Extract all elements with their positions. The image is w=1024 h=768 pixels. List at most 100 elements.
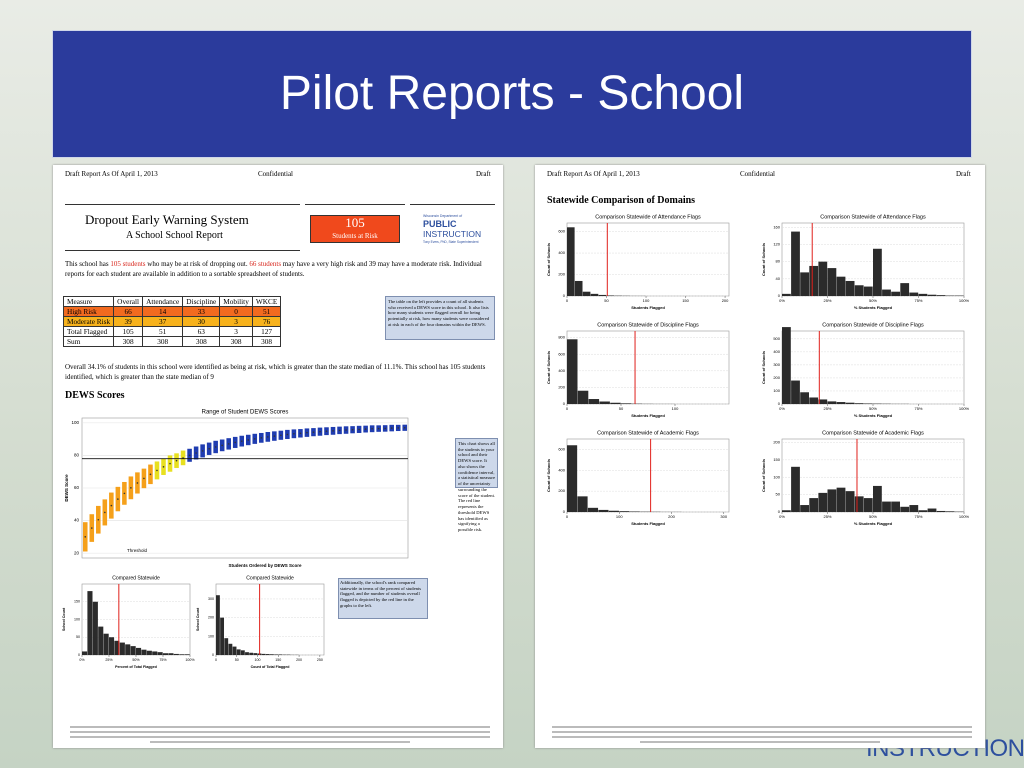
- intro-text: may have a very high risk and 39 may hav…: [65, 260, 482, 278]
- x-tick-label: 0: [566, 514, 569, 519]
- bar: [782, 510, 791, 512]
- y-tick-label: 600: [558, 229, 565, 234]
- y-tick-label: 600: [558, 446, 565, 451]
- score-point: [175, 459, 178, 462]
- x-tick-label: 0: [566, 406, 569, 411]
- x-axis-label: Percent of Total Flagged: [115, 665, 157, 669]
- bar: [249, 652, 254, 655]
- score-point: [358, 428, 360, 431]
- x-tick-label: 25%: [823, 514, 831, 519]
- bar: [863, 498, 873, 512]
- y-tick-label: 0: [778, 401, 781, 406]
- chart-title: Comparison Statewide of Academic Flags: [822, 430, 924, 436]
- score-point: [293, 432, 295, 435]
- x-tick-label: 200: [722, 298, 729, 303]
- bar: [882, 289, 891, 296]
- x-tick-label: 100%: [959, 298, 970, 303]
- risk-box: [310, 215, 400, 243]
- bar: [224, 638, 229, 655]
- y-tick-label: 0: [778, 293, 781, 298]
- table-cell: 308: [182, 336, 221, 347]
- plot-frame: [566, 222, 730, 297]
- intro-text: 66 students: [249, 260, 282, 268]
- bar: [228, 643, 233, 655]
- bar: [936, 295, 946, 296]
- bar: [82, 651, 88, 655]
- bar: [606, 295, 615, 296]
- x-tick-label: 75%: [914, 514, 922, 519]
- bar: [791, 466, 800, 512]
- bar: [936, 510, 946, 512]
- y-tick-label: 80: [74, 453, 80, 458]
- y-tick-label: 0: [563, 401, 566, 406]
- plot-frame: [781, 330, 965, 405]
- footer-text: [70, 726, 490, 728]
- rule: [65, 250, 300, 251]
- score-point: [156, 469, 158, 472]
- score-point: [188, 454, 191, 457]
- bar: [179, 654, 185, 655]
- bar: [891, 291, 900, 296]
- y-axis-label: School Count: [196, 607, 200, 631]
- bar: [220, 617, 225, 655]
- score-point: [84, 536, 87, 538]
- table-cell: 308: [113, 336, 144, 347]
- score-point: [377, 427, 380, 430]
- table-cell: 308: [251, 336, 282, 347]
- bar: [582, 291, 591, 296]
- y-tick-label: 40: [74, 518, 80, 523]
- x-tick-label: 25%: [823, 406, 831, 411]
- title-box: [52, 30, 972, 158]
- y-tick-label: 100: [773, 388, 780, 393]
- score-point: [90, 527, 93, 529]
- bar: [900, 506, 910, 512]
- x-tick-label: 150: [275, 658, 281, 662]
- bar: [909, 505, 919, 512]
- y-tick-label: 0: [212, 653, 214, 657]
- bar: [791, 380, 800, 404]
- bar: [136, 647, 142, 655]
- bar: [873, 485, 882, 512]
- bar: [598, 294, 607, 296]
- y-tick-label: 800: [558, 335, 565, 340]
- histogram: Comparison Statewide of Discipline Flags…: [546, 322, 730, 418]
- plot-frame: [566, 330, 730, 405]
- bar: [98, 626, 104, 655]
- chart-title: Comparison Statewide of Attendance Flags: [820, 214, 926, 220]
- bar: [845, 402, 855, 404]
- x-tick-label: 75%: [914, 298, 922, 303]
- table-cell: 105: [113, 326, 144, 337]
- table-cell: 33: [182, 306, 221, 317]
- table-header-cell: Measure: [62, 296, 115, 307]
- y-tick-label: 20: [74, 550, 80, 555]
- hist-note-text: Additionally, the school's rank compared…: [340, 580, 422, 608]
- bar: [232, 646, 237, 655]
- y-tick-label: 150: [74, 600, 80, 604]
- score-point: [169, 462, 171, 465]
- bar: [909, 292, 919, 296]
- score-point: [110, 504, 113, 507]
- footer-text: [70, 731, 490, 733]
- bar: [270, 654, 274, 655]
- bar: [599, 401, 610, 404]
- plot-frame: [215, 583, 325, 656]
- bar: [184, 654, 190, 655]
- bar: [87, 591, 93, 655]
- y-axis-label: Count of Schools: [761, 458, 766, 492]
- x-tick-label: 50%: [869, 406, 877, 411]
- x-tick-label: 25%: [823, 298, 831, 303]
- risk-table: Measure Overall Attendance Discipline Mobili…: [62, 296, 282, 347]
- rule: [305, 204, 405, 205]
- footer-text: [150, 741, 410, 743]
- report-title: Dropout Early Warning System: [85, 212, 249, 227]
- bar: [114, 640, 120, 655]
- bar: [621, 403, 632, 404]
- bar: [216, 595, 220, 655]
- y-tick-label: 120: [773, 242, 780, 247]
- table-header-cell: WKCE: [251, 296, 282, 307]
- bar: [587, 507, 599, 512]
- dews-chart: Range of Student DEWS Scores 20 40 60 80 100 T…: [64, 410, 409, 568]
- score-point: [104, 511, 106, 514]
- score-point: [97, 518, 100, 521]
- bar: [782, 293, 791, 296]
